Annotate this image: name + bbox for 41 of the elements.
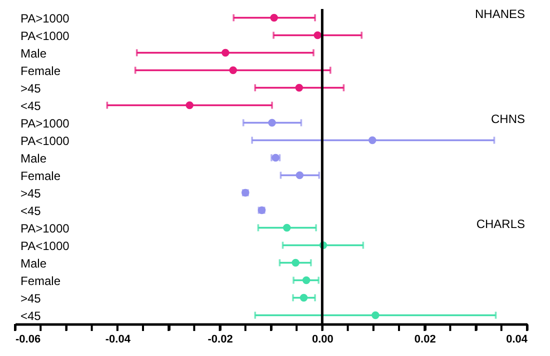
point [283,224,291,232]
x-tick-label: -0.06 [16,334,41,346]
y-tick-label: <45 [20,308,42,323]
y-tick-label: PA>1000 [20,11,70,26]
y-tick-label: PA<1000 [20,238,70,253]
y-tick-label: Female [20,274,61,288]
point [222,48,230,57]
y-tick-label: Male [20,256,47,270]
y-tick-label: <45 [20,98,42,113]
y-tick-label: Male [20,46,47,60]
y-tick-label: <45 [20,204,42,218]
point [292,258,300,267]
y-tick-label: PA>1000 [20,221,70,236]
point [268,118,276,127]
y-tick-label: Female [20,64,61,78]
text: CHNS [490,112,525,126]
point [229,66,237,74]
x-tick-label: 0.02 [414,334,436,346]
point [302,276,310,284]
point [186,101,194,110]
x-tick-label: -0.02 [208,334,233,346]
point [296,171,304,180]
point [368,136,376,144]
point [270,14,278,22]
y-tick-label: Female [20,168,61,183]
point [295,84,304,92]
text: NHANES [474,6,525,21]
point [314,31,322,40]
y-tick-label: >45 [20,81,42,96]
y-tick-label: >45 [20,186,42,200]
x-tick-label: 0.00 [312,334,334,346]
x-tick-label: 0.04 [506,334,528,346]
y-tick-label: >45 [20,291,42,306]
y-tick-label: PA>1000 [20,116,70,130]
y-tick-label: PA<1000 [20,28,70,43]
y-tick-label: Male [20,151,47,166]
text: CHARLS [476,216,525,231]
y-tick-label: PA<1000 [20,134,70,148]
point [372,311,380,320]
x-tick-label: -0.04 [105,334,132,346]
point [300,294,308,302]
